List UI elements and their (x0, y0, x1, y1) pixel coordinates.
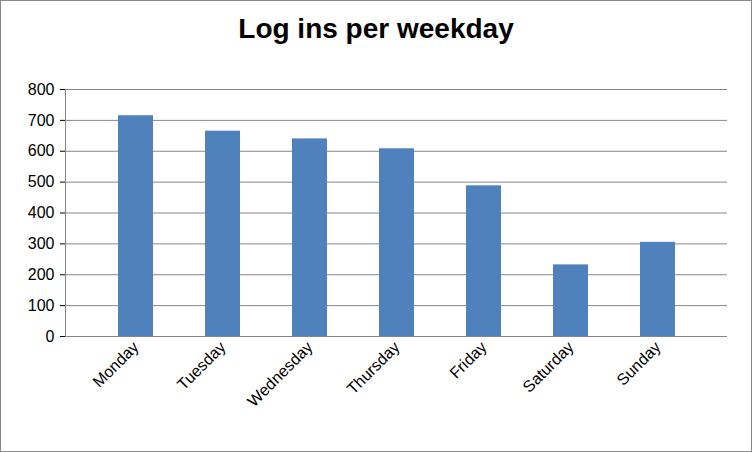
svg-text:Saturday: Saturday (519, 338, 576, 395)
svg-text:Friday: Friday (446, 338, 489, 381)
svg-text:400: 400 (28, 204, 55, 221)
svg-text:Tuesday: Tuesday (174, 338, 229, 393)
html-text:Log ins per weekday: Log ins per weekday (238, 13, 514, 44)
svg-text:800: 800 (28, 81, 55, 98)
svg-text:Wednesday: Wednesday (244, 338, 316, 410)
svg-text:Thursday: Thursday (344, 338, 403, 397)
svg-text:Monday: Monday (89, 338, 141, 390)
svg-text:100: 100 (28, 297, 55, 314)
svg-text:Sunday: Sunday (613, 338, 663, 388)
svg-text:500: 500 (28, 173, 55, 190)
svg-text:600: 600 (28, 142, 55, 159)
svg-text:0: 0 (46, 328, 55, 345)
svg-text:300: 300 (28, 235, 55, 252)
svg-text:700: 700 (28, 111, 55, 128)
svg-text:200: 200 (28, 266, 55, 283)
